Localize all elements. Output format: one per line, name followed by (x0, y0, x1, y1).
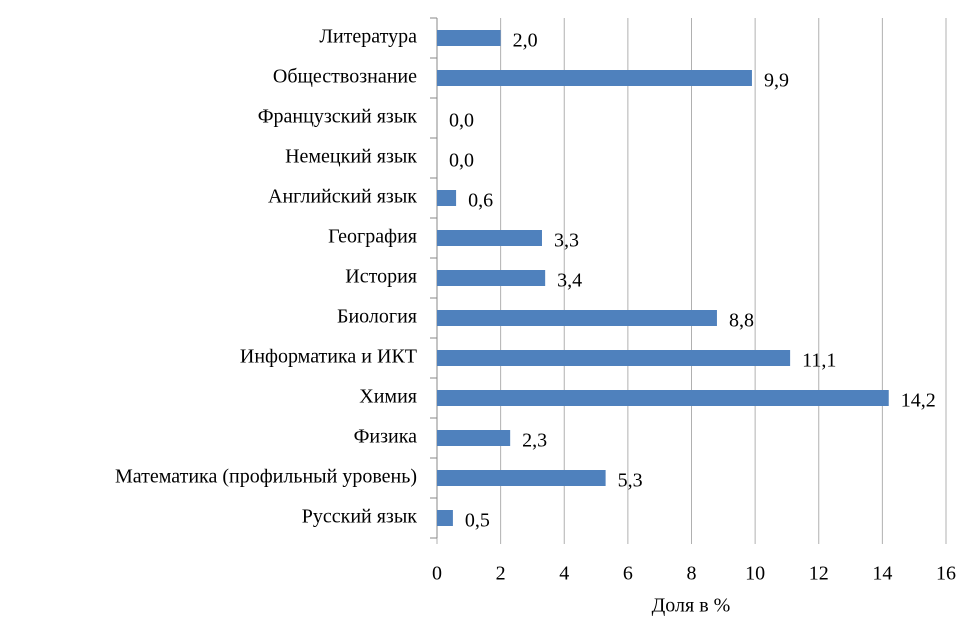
value-label: 0,5 (465, 510, 490, 532)
value-label: 0,0 (449, 110, 474, 132)
value-label: 9,9 (764, 70, 789, 92)
x-tick-label: 12 (809, 563, 829, 585)
bar (437, 270, 546, 286)
value-label: 5,3 (618, 470, 643, 492)
y-tick-label: Физика (354, 426, 418, 448)
y-tick-label: Французский язык (258, 106, 418, 128)
value-label: 0,6 (468, 190, 493, 212)
x-tick-label: 2 (496, 563, 506, 585)
x-tick-label: 16 (936, 563, 956, 585)
x-tick-label: 6 (623, 563, 633, 585)
y-tick-label: Химия (359, 386, 417, 408)
y-tick-label: Русский язык (302, 506, 418, 528)
bar (437, 470, 606, 486)
y-tick-label: Информатика и ИКТ (240, 346, 417, 368)
value-label: 14,2 (901, 390, 936, 412)
x-tick-label: 0 (432, 563, 442, 585)
bar (437, 350, 791, 366)
bar (437, 190, 457, 206)
value-label: 2,0 (513, 30, 538, 52)
value-label: 8,8 (729, 310, 754, 332)
bar (437, 30, 501, 46)
bar (437, 510, 453, 526)
x-tick-label: 14 (872, 563, 892, 585)
x-axis-label: Доля в % (652, 595, 731, 617)
y-tick-label: История (345, 266, 417, 288)
y-tick-label: Математика (профильный уровень) (115, 466, 417, 488)
x-tick-label: 10 (745, 563, 765, 585)
bar (437, 230, 542, 246)
bar (437, 70, 752, 86)
y-tick-label: Обществознание (273, 66, 417, 88)
x-tick-label: 4 (559, 563, 569, 585)
value-label: 11,1 (802, 350, 836, 372)
y-tick-label: Биология (337, 306, 417, 328)
y-tick-label: Английский язык (268, 186, 417, 208)
value-label: 2,3 (522, 430, 547, 452)
x-tick-label: 8 (687, 563, 697, 585)
y-tick-label: Литература (319, 26, 417, 48)
value-label: 0,0 (449, 150, 474, 172)
value-label: 3,3 (554, 230, 579, 252)
value-label: 3,4 (557, 270, 582, 292)
y-tick-label: Немецкий язык (285, 146, 417, 168)
bar (437, 390, 889, 406)
bar (437, 310, 717, 326)
y-tick-label: География (328, 226, 417, 248)
bar (437, 430, 511, 446)
